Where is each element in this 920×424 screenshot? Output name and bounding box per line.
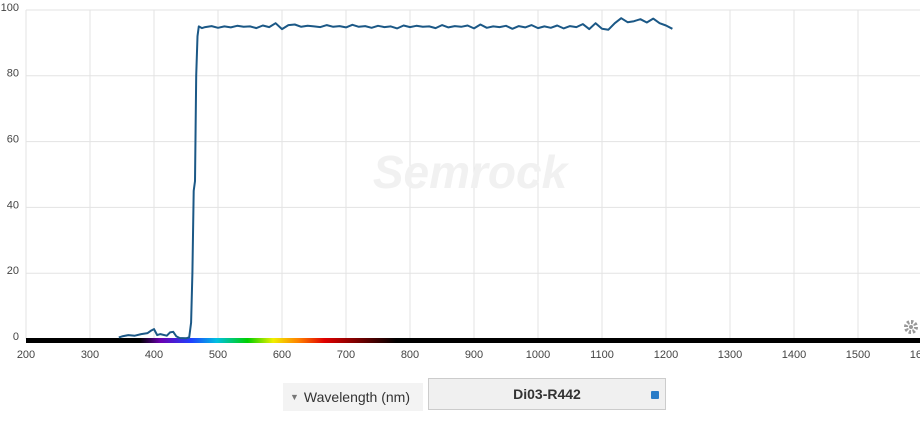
x-tick-label: 600 — [273, 349, 291, 361]
x-tick-label: 1600 — [910, 349, 920, 361]
x-tick-label: 1000 — [526, 349, 550, 361]
gear[interactable] — [904, 320, 918, 334]
x-tick-label: 500 — [209, 349, 227, 361]
settings-icon[interactable] — [904, 320, 918, 334]
x-tick-label: 1500 — [846, 349, 870, 361]
x-tick-label: 700 — [337, 349, 355, 361]
x-tick-label: 1200 — [654, 349, 678, 361]
x-tick-label: 400 — [145, 349, 163, 361]
x-tick-label: 300 — [81, 349, 99, 361]
plot — [118, 17, 673, 340]
watermark: Semrock — [373, 146, 570, 198]
x-tick-label: 1300 — [718, 349, 742, 361]
series-name: Di03-R442 — [513, 386, 581, 402]
y-tick-label: 100 — [1, 2, 19, 14]
x-tick-label: 200 — [17, 349, 35, 361]
grid — [25, 9, 920, 340]
caret[interactable]: ▼ — [290, 392, 299, 402]
x-tick-label: 1400 — [782, 349, 806, 361]
y-tick-label: 20 — [7, 265, 19, 277]
x-tick-label: 900 — [465, 349, 483, 361]
save-icon[interactable] — [651, 391, 659, 399]
y-tick-label: 0 — [13, 331, 19, 343]
series-name-box[interactable]: Di03-R442 — [428, 378, 666, 410]
gear-hub[interactable] — [909, 325, 913, 329]
spectrum-bar — [26, 338, 920, 343]
y-tick-label: 40 — [7, 199, 19, 211]
x-tick-label: 1100 — [590, 349, 614, 361]
visible-spectrum — [140, 338, 396, 343]
series-line — [118, 17, 673, 340]
chart: Semrock 0 20 40 60 80 100 200 300 400 500 600 700 80… — [1, 2, 920, 361]
x-axis-selector[interactable]: ▼ Wavelength (nm) — [283, 383, 423, 411]
y-tick-label: 60 — [7, 134, 19, 146]
x-tick-label: 800 — [401, 349, 419, 361]
x-axis-label: Wavelength (nm) — [303, 389, 410, 405]
y-tick-label: 80 — [7, 68, 19, 80]
